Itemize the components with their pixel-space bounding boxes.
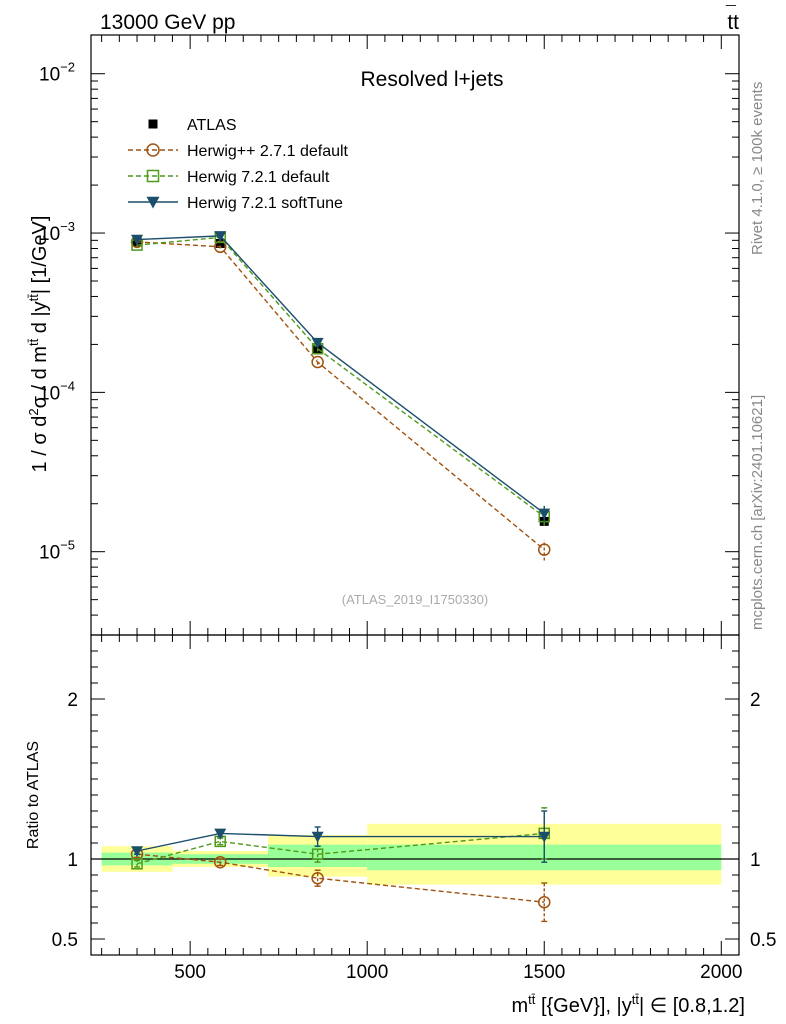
legend-label-herwigpp: Herwig++ 2.7.1 default — [187, 143, 349, 160]
legend-marker-softtune — [146, 196, 160, 209]
legend-marker-herwig721 — [146, 169, 160, 183]
legend-marker-atlas — [148, 119, 158, 129]
analysis-id-label: (ATLAS_2019_I1750330) — [342, 592, 488, 607]
collision-label: 13000 GeV pp — [100, 11, 235, 34]
ratio-y-tick-label-right: 2 — [750, 690, 761, 711]
softtune-ratio-line — [136, 832, 545, 852]
main-y-axis-label: 1 / σ d2σ / d mtt̄ d |ytt̄| [1/GeV] — [26, 216, 51, 473]
softtune-point — [538, 508, 551, 520]
legend-marker-herwigpp — [146, 143, 160, 157]
ratio-y-tick-label-right: 0.5 — [750, 930, 776, 951]
ratio-y-tick-label: 0.5 — [52, 930, 78, 951]
ratio-y-tick-label: 1 — [67, 850, 78, 871]
herwigpp-point — [537, 543, 551, 556]
rivet-version-label: Rivet 4.1.0, ≥ 100k events — [749, 82, 766, 255]
herwigpp-ratio-line — [136, 853, 545, 903]
ratio-plot-frame — [90, 634, 740, 956]
ratio-y-tick-label: 2 — [67, 690, 78, 711]
plot-title: Resolved l+jets — [361, 68, 504, 91]
herwig721-ratio-point — [131, 858, 143, 870]
softtune-ratio-point — [311, 831, 324, 843]
softtune-ratio-point — [538, 831, 551, 843]
x-tick-label: 500 — [174, 962, 206, 983]
ratio-plot-panel: 500 1000 1500 2000 0.5 0.5 1 1 2 2 — [52, 635, 776, 983]
x-tick-label: 1000 — [346, 962, 388, 983]
herwigpp-line — [136, 241, 545, 551]
process-label: tt — [727, 11, 739, 34]
herwig721-ratio-point — [311, 848, 324, 860]
softtune-point — [214, 231, 227, 242]
herwig721-ratio-line — [136, 832, 545, 865]
softtune-ratio-point — [214, 828, 227, 840]
y-tick-label: 10−5 — [39, 538, 75, 564]
legend: ATLAS Herwig++ 2.7.1 default Herwig 7.2.1 … — [128, 117, 349, 212]
y-tick-label: 10−2 — [39, 60, 75, 86]
legend-label-softtune: Herwig 7.2.1 softTune — [187, 195, 343, 212]
ratio-y-axis-label: Ratio to ATLAS — [25, 741, 42, 849]
mcplots-label: mcplots.cern.ch [arXiv:2401.10621] — [749, 395, 766, 630]
y-tick-label: 10−3 — [39, 219, 75, 245]
softtune-point — [311, 337, 324, 349]
y-tick-label: 10−4 — [39, 378, 75, 404]
softtune-ratio-point — [131, 846, 144, 857]
x-tick-label: 1500 — [523, 962, 565, 983]
legend-label-atlas: ATLAS — [187, 117, 237, 134]
x-axis-label: mtt̄ [{GeV}], |ytt̄| ∈ [0.8,1.2] — [511, 992, 745, 1017]
x-tick-label: 2000 — [700, 962, 742, 983]
herwigpp-ratio-point — [537, 895, 551, 909]
herwigpp-ratio-point — [213, 855, 227, 869]
legend-label-herwig721: Herwig 7.2.1 default — [187, 169, 330, 186]
main-plot-panel: 10−5 10−4 10−3 10−2 — [39, 35, 740, 636]
ratio-y-tick-label-right: 1 — [750, 850, 761, 871]
herwigpp-point — [311, 355, 324, 369]
herwigpp-ratio-point — [311, 871, 324, 885]
herwig721-line — [136, 236, 545, 518]
process-bar: ¯ — [725, 3, 737, 23]
softtune-point — [131, 234, 144, 246]
atlas-point — [215, 238, 225, 248]
softtune-line — [137, 235, 545, 514]
